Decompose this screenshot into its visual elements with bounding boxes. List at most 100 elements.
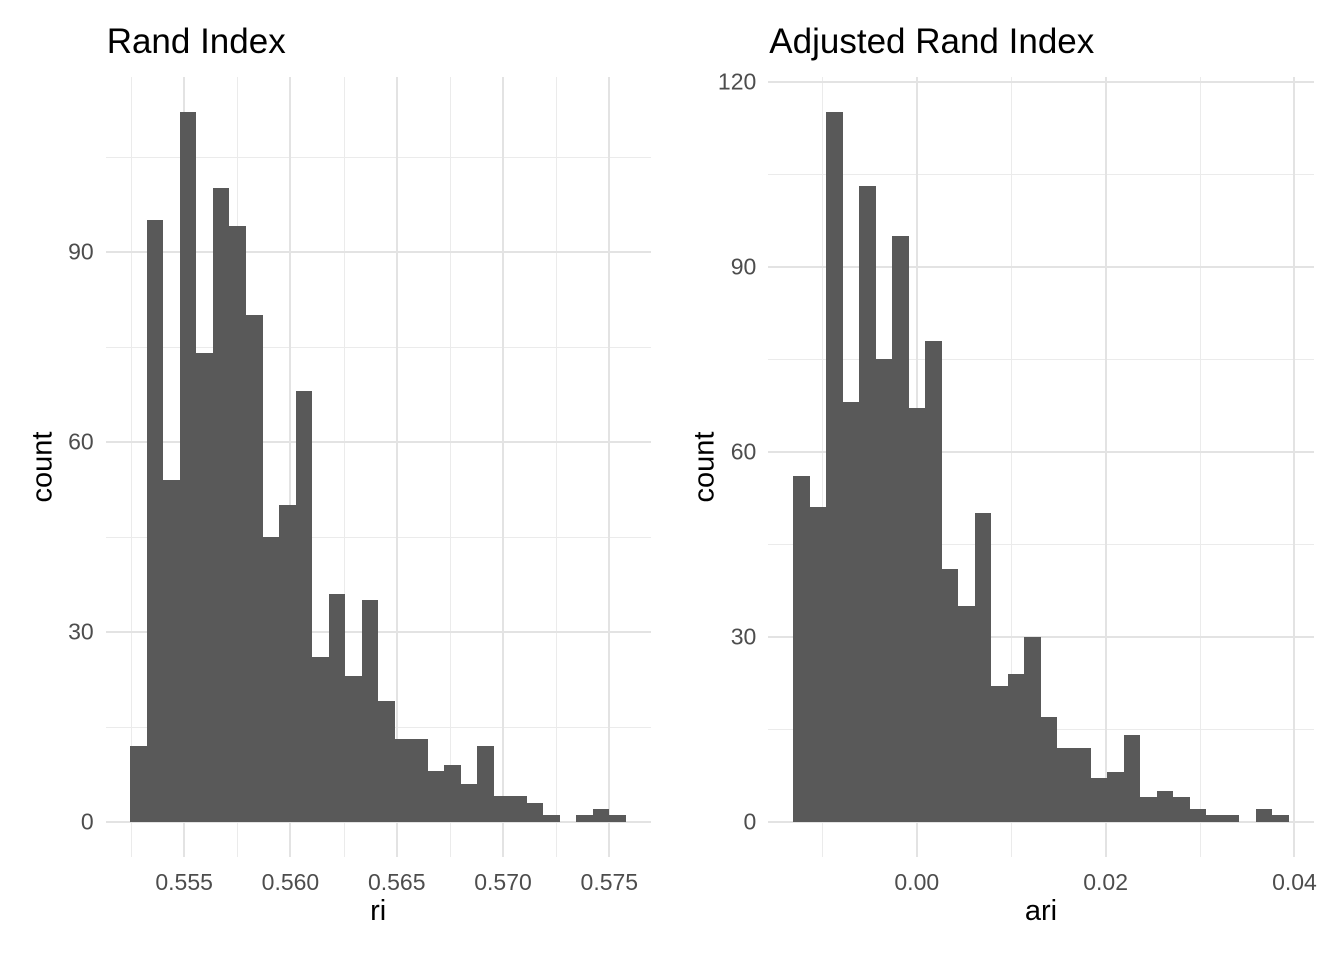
gridline-vertical-minor: [1011, 77, 1013, 857]
histogram-bar: [163, 479, 180, 822]
histogram-bar: [345, 675, 362, 822]
x-tick-label: 0.560: [261, 869, 320, 895]
gridline-horizontal-minor: [768, 359, 1314, 361]
histogram-bar: [1222, 815, 1240, 822]
x-tick-label: 0.02: [1083, 869, 1129, 895]
y-tick-label: 60: [730, 438, 757, 465]
gridline-horizontal-minor: [768, 174, 1314, 176]
histogram-bar: [1090, 778, 1108, 822]
histogram-bar: [444, 764, 461, 822]
histogram-bar: [842, 402, 860, 822]
histogram-bar: [974, 513, 992, 822]
y-tick-label: 30: [68, 618, 94, 645]
x-axis-title: ari: [1024, 895, 1058, 927]
histogram-bar: [212, 188, 230, 822]
x-tick-label: 0.570: [474, 869, 532, 895]
y-tick-label: 60: [68, 428, 94, 455]
gridline-vertical-minor: [556, 77, 558, 857]
gridline-horizontal-major: [105, 440, 651, 443]
plot-title: Adjusted Rand Index: [769, 22, 1095, 61]
histogram-bar: [826, 112, 843, 822]
gridline-horizontal-minor: [105, 536, 651, 538]
histogram-bar: [1255, 809, 1273, 822]
x-tick-label: 0.575: [580, 869, 639, 895]
histogram-bar: [196, 353, 213, 822]
x-tick-label: 0.04: [1272, 869, 1317, 895]
histogram-bar: [262, 536, 280, 822]
histogram-bar: [526, 802, 544, 822]
histogram-bar: [1107, 772, 1124, 822]
gridline-horizontal-major: [105, 630, 651, 633]
gridline-horizontal-major: [768, 80, 1314, 83]
histogram-bar: [1024, 636, 1041, 822]
y-tick-label: 0: [80, 808, 94, 835]
histogram-bar: [875, 359, 893, 822]
gridline-horizontal-major: [105, 250, 651, 253]
histogram-bar: [312, 656, 329, 822]
gridline-vertical-minor: [131, 77, 133, 857]
histogram-bar: [543, 815, 560, 822]
histogram-bar: [1156, 790, 1174, 822]
histogram-bar: [859, 186, 876, 822]
histogram-bar: [925, 340, 942, 822]
plot-panel: 0.555 0.560 0.565 0.570 0.575 0 30 60 90: [68, 77, 651, 894]
histogram-bar: [460, 783, 478, 822]
gridline-vertical-minor: [822, 77, 824, 857]
gridline-vertical-minor: [1200, 77, 1202, 857]
histogram-bar: [1040, 716, 1058, 822]
histogram-bar: [1073, 747, 1091, 822]
histogram-bar: [279, 504, 296, 822]
histogram-bar: [411, 739, 428, 822]
histogram-bar: [809, 507, 827, 822]
histogram-bar: [179, 112, 197, 822]
histogram-bar: [958, 605, 975, 822]
gridline-vertical-major: [1104, 77, 1107, 857]
histogram-bar: [378, 701, 395, 822]
gridline-vertical-major: [608, 77, 611, 857]
histogram-bar: [295, 391, 313, 822]
histogram-bar: [394, 739, 412, 822]
gridline-vertical-minor: [343, 77, 345, 857]
histogram-bar: [246, 315, 263, 822]
gridline-horizontal-major: [768, 450, 1314, 453]
y-tick-label: 90: [68, 238, 94, 265]
y-tick-label: 30: [730, 623, 757, 650]
gridline-vertical-major: [502, 77, 505, 857]
y-tick-label: 120: [717, 68, 757, 95]
x-tick-label: 0.565: [367, 869, 426, 895]
histogram-bar: [1123, 735, 1141, 822]
histogram-bar: [510, 796, 527, 822]
histogram-bar: [1057, 747, 1074, 822]
histogram-bar: [328, 593, 346, 822]
gridline-vertical-minor: [449, 77, 451, 857]
gridline-vertical-major: [395, 77, 398, 857]
y-tick-label: 0: [743, 808, 757, 835]
gridline-horizontal-minor: [105, 346, 651, 348]
x-axis-title: ri: [370, 895, 387, 927]
histogram-bar: [361, 599, 379, 822]
histogram-bar: [1140, 796, 1157, 822]
histogram-bar: [609, 815, 626, 822]
histogram-bar: [793, 476, 810, 822]
gridline-vertical-major: [289, 77, 292, 857]
histogram-bar: [1173, 796, 1190, 822]
histogram-bar: [892, 235, 909, 822]
gridline-horizontal-major: [768, 635, 1314, 638]
plot-panel: 0.00 0.02 0.04 0 30 60 90 120: [718, 70, 1317, 894]
histogram-bar: [146, 220, 164, 822]
histogram-bar: [908, 408, 926, 822]
histogram-bar: [592, 808, 610, 822]
histogram-bar: [1189, 809, 1207, 822]
histogram-bar: [1206, 815, 1223, 822]
histogram-bar: [130, 745, 147, 822]
histogram-bar: [1007, 673, 1025, 822]
histogram-bar: [576, 815, 593, 822]
gridline-horizontal-major: [768, 265, 1314, 268]
gridline-horizontal-minor: [768, 544, 1314, 546]
gridline-horizontal-minor: [105, 156, 651, 158]
histogram-bar: [477, 745, 494, 822]
histogram-bar: [493, 796, 511, 822]
histogram-bar: [941, 568, 959, 822]
y-tick-label: 90: [730, 253, 757, 280]
x-tick-label: 0.555: [155, 869, 213, 895]
